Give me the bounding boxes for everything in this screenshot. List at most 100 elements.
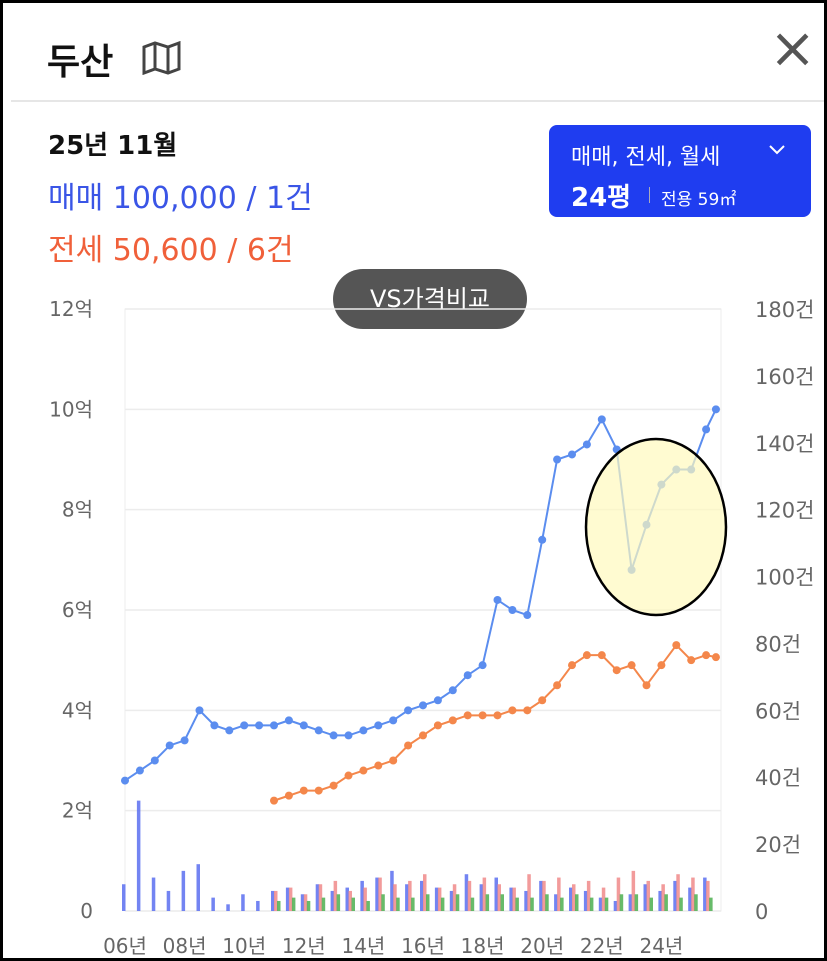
volume-bar xyxy=(315,884,320,911)
volume-bar xyxy=(455,894,460,911)
filter-types: 매매, 전세, 월세 xyxy=(571,145,721,170)
price-dot xyxy=(523,706,532,715)
chevron xyxy=(769,145,785,155)
volume-bar xyxy=(277,900,281,911)
volume-bar xyxy=(396,897,400,911)
price-dot xyxy=(627,661,636,670)
price-dot xyxy=(121,776,129,785)
filter-area: 전용 59㎡ xyxy=(661,190,737,210)
volume-bar xyxy=(366,900,370,911)
map-icon[interactable] xyxy=(141,41,183,75)
price-dot xyxy=(448,686,457,695)
price-dot xyxy=(433,696,442,705)
jeonse-line: 전세 50,600 / 6건 xyxy=(48,225,294,269)
volume-bar xyxy=(434,887,439,911)
volume-bar xyxy=(440,897,445,911)
price-dot xyxy=(150,756,159,765)
volume-bar xyxy=(181,870,186,911)
price-dot xyxy=(508,606,517,614)
price-dot xyxy=(195,706,204,715)
price-dot xyxy=(568,661,576,670)
volume-bar xyxy=(437,887,442,911)
volume-bar xyxy=(449,890,454,911)
volume-bar xyxy=(274,890,278,911)
volume-bar xyxy=(560,897,564,911)
close-button[interactable]: × xyxy=(769,16,816,81)
price-dot xyxy=(404,741,413,750)
price-dot xyxy=(711,405,720,414)
price-dot xyxy=(270,796,278,805)
x-tick-label: 08년 xyxy=(163,934,207,958)
volume-bar xyxy=(631,870,636,911)
y-tick-label: 6억 xyxy=(62,598,93,622)
price-dot xyxy=(672,641,681,650)
filter-button[interactable]: 매매, 전세, 월세 24평 전용 59㎡ xyxy=(549,125,811,217)
volume-bar xyxy=(619,894,624,911)
separator xyxy=(649,187,650,203)
volume-bar xyxy=(589,897,594,911)
price-dot xyxy=(419,731,427,740)
price-dot xyxy=(711,653,720,662)
price-dot xyxy=(493,595,502,604)
x-tick-label: 16년 xyxy=(401,934,445,958)
volume-bar xyxy=(539,880,543,911)
volume-bar xyxy=(452,884,457,911)
price-dot xyxy=(463,711,472,720)
volume-bar xyxy=(485,894,490,911)
price-dot xyxy=(597,651,606,660)
volume-bar xyxy=(679,897,683,911)
volume-bar xyxy=(515,897,519,911)
volume-bar xyxy=(375,877,379,911)
price-dot xyxy=(612,666,621,675)
price-dot xyxy=(135,766,144,775)
volume-bar xyxy=(318,884,323,911)
volume-bar xyxy=(545,894,549,911)
price-dot xyxy=(359,726,368,735)
x-tick-label: 06년 xyxy=(103,934,147,958)
volume-bar xyxy=(122,884,126,911)
x-tick-label: 24년 xyxy=(639,934,683,958)
volume-bar xyxy=(706,880,710,911)
price-dot xyxy=(582,651,591,660)
volume-bar xyxy=(226,904,230,911)
volume-bar xyxy=(336,894,341,911)
volume-bar xyxy=(688,887,692,911)
y2-tick-label: 60건 xyxy=(755,699,801,723)
price-dot xyxy=(702,425,711,434)
chart: 0 2억 4억 6억 8억 10억 12억 0 20건 40건 60건 80건 100건 120건 140건… xyxy=(49,297,814,958)
y2-tick-label: 140건 xyxy=(755,432,814,456)
volume-bar xyxy=(569,887,573,911)
volume-bar xyxy=(303,894,308,911)
volume-bar xyxy=(390,870,394,911)
price-dot xyxy=(538,535,547,544)
volume-bar xyxy=(646,880,650,911)
price-dot xyxy=(553,455,562,464)
price-dot xyxy=(314,786,323,795)
volume-bar xyxy=(509,887,513,911)
price-dot xyxy=(404,706,413,715)
y2-tick-label: 180건 xyxy=(755,298,814,322)
volume-bar xyxy=(393,884,397,911)
price-dot xyxy=(329,731,338,740)
volume-bar xyxy=(694,894,698,911)
volume-bar xyxy=(330,890,335,911)
volume-bar xyxy=(288,887,293,911)
price-dot xyxy=(493,711,502,720)
volume-bar xyxy=(345,887,349,911)
volume-bar xyxy=(527,874,531,911)
y-tick-label: 0 xyxy=(80,899,93,923)
jeonse-label: 전세 xyxy=(48,233,104,268)
price-dot xyxy=(478,661,487,670)
volume-bar xyxy=(661,884,665,911)
volume-bar xyxy=(321,897,326,911)
volume-bar xyxy=(583,890,588,911)
volume-bar xyxy=(363,887,367,911)
volume-bar xyxy=(616,877,621,911)
volume-bar xyxy=(530,897,534,911)
volume-bar xyxy=(601,887,606,911)
price-dot xyxy=(389,756,398,765)
price-dot xyxy=(687,656,696,665)
price-dot xyxy=(597,415,606,424)
price-dot xyxy=(299,786,308,795)
price-dot xyxy=(344,731,353,740)
